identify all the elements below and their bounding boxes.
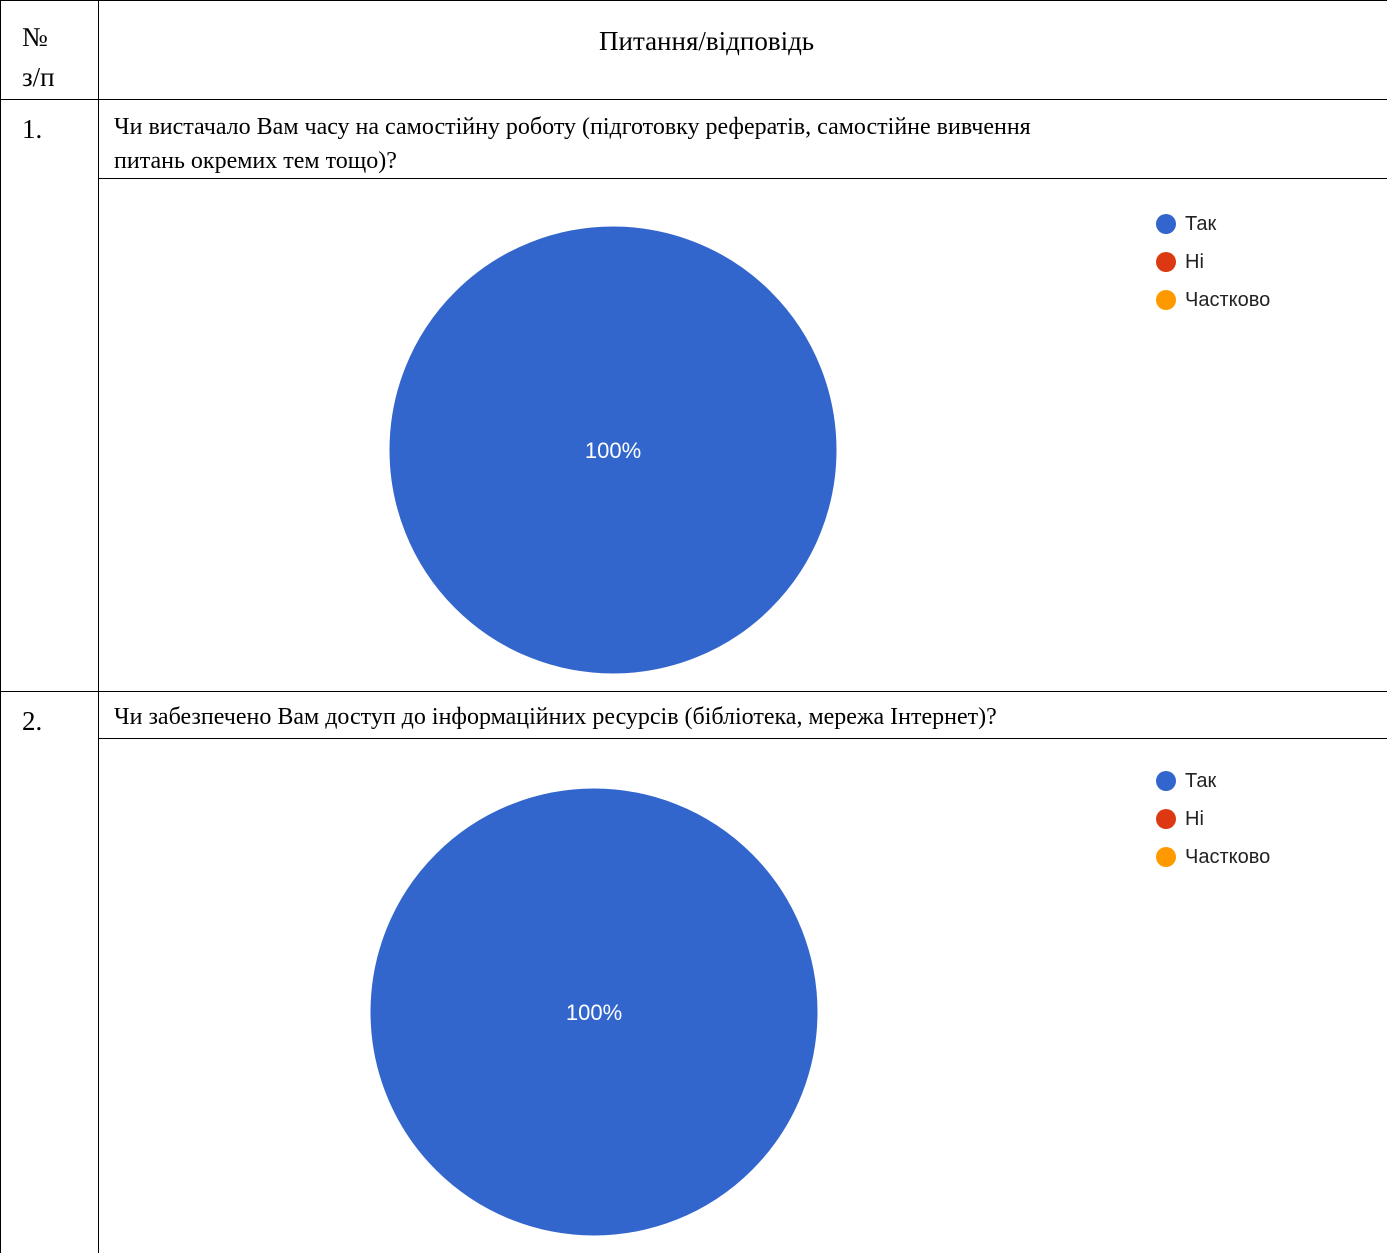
legend-label: Ні — [1185, 250, 1204, 273]
table-border-column-divider — [98, 0, 99, 1253]
table-border-top — [0, 0, 1387, 1]
legend-label: Частково — [1185, 845, 1271, 868]
table-border-left — [0, 0, 1, 1253]
legend-label: Частково — [1185, 288, 1271, 311]
row-2-question-line-1: Чи забезпечено Вам доступ до інформаційн… — [114, 704, 997, 730]
pie-2-slice-1 — [369, 787, 819, 1237]
legend-swatch-icon — [1156, 252, 1176, 272]
header-number-label: № — [22, 22, 48, 52]
legend-chart-1: Так Ні Частково — [1156, 205, 1270, 319]
legend-swatch-icon — [1156, 847, 1176, 867]
legend-swatch-icon — [1156, 214, 1176, 234]
legend-label: Так — [1185, 769, 1217, 792]
header-number-sublabel: з/п — [22, 62, 55, 92]
legend-label: Так — [1185, 212, 1217, 235]
legend-2-item-3: Частково — [1156, 838, 1270, 876]
pie-chart-2: 100% — [369, 787, 819, 1237]
pie-1-slice-1 — [388, 225, 838, 675]
pie-chart-1: 100% — [388, 225, 838, 675]
legend-1-item-2: Ні — [1156, 243, 1270, 281]
pie-1-slice-label: 100% — [585, 438, 641, 463]
table-border-row1-question-bottom — [99, 178, 1387, 179]
header-question-answer-label: Питання/відповідь — [599, 26, 815, 56]
pie-2-slice-label: 100% — [566, 1000, 622, 1025]
legend-swatch-icon — [1156, 290, 1176, 310]
row-2-number: 2. — [22, 706, 43, 736]
row-1-question-line-1: Чи вистачало Вам часу на самостійну робо… — [114, 114, 1031, 140]
legend-2-item-1: Так — [1156, 762, 1270, 800]
row-1-question-line-2: питань окремих тем тощо)? — [114, 148, 397, 174]
row-1-number: 1. — [22, 114, 43, 144]
legend-1-item-3: Частково — [1156, 281, 1270, 319]
legend-label: Ні — [1185, 807, 1204, 830]
table-border-header-bottom — [0, 99, 1387, 100]
table-border-row2-question-bottom — [99, 738, 1387, 739]
legend-chart-2: Так Ні Частково — [1156, 762, 1270, 876]
table-border-row1-bottom — [0, 691, 1387, 692]
legend-1-item-1: Так — [1156, 205, 1270, 243]
legend-2-item-2: Ні — [1156, 800, 1270, 838]
legend-swatch-icon — [1156, 809, 1176, 829]
legend-swatch-icon — [1156, 771, 1176, 791]
